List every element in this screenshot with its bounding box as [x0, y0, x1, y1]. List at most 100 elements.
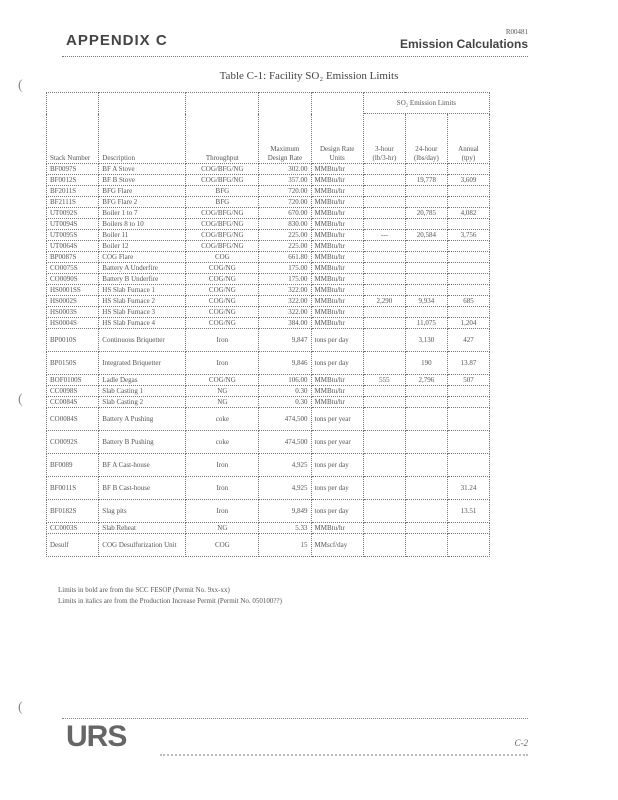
- cell-h3: [362, 273, 406, 285]
- cell-stack: BF0182S: [45, 499, 100, 523]
- cell-h3: 555: [362, 374, 406, 386]
- cell-rate: 384.00: [258, 317, 312, 329]
- cell-rate: 15: [258, 533, 312, 557]
- cell-fuel: Iron: [185, 453, 260, 477]
- cell-annual: 31.24: [446, 476, 491, 500]
- cell-stack: BF2111S: [45, 196, 100, 208]
- cell-h24: [404, 430, 448, 454]
- cell-units: tons per year: [310, 430, 364, 454]
- urs-logo: URS: [66, 720, 127, 753]
- cell-units: tons per day: [310, 453, 364, 477]
- cell-fuel: coke: [185, 407, 260, 431]
- table-row: CO0090S Battery B Underfire COG/NG 175.00 MM…: [45, 273, 491, 285]
- cell-units: tons per year: [310, 407, 364, 431]
- cell-h24: 9,934: [404, 295, 448, 307]
- footer-fine-print: [160, 754, 528, 759]
- cell-desc: BF A Stove: [98, 163, 187, 175]
- cell-fuel: COG/NG: [185, 306, 260, 318]
- cell-h24: 11,075: [404, 317, 448, 329]
- cell-desc: Ladle Degas: [98, 374, 187, 386]
- cell-h24: [404, 251, 448, 263]
- cell-stack: BF0097S: [45, 163, 100, 175]
- cell-units: MMBtu/hr: [310, 374, 364, 386]
- table-row: CO0075S Battery A Underfire COG/NG 175.00 MM…: [45, 262, 491, 274]
- cell-units: MMBtu/hr: [310, 218, 364, 230]
- cell-stack: BP0150S: [45, 351, 100, 375]
- cell-units: tons per day: [310, 499, 364, 523]
- cell-annual: [446, 396, 491, 408]
- cell-h3: [362, 251, 406, 263]
- table-row: BF0089 BF A Cast-house Iron 4,925 tons per d…: [45, 453, 491, 477]
- cell-units: MMBtu/hr: [310, 273, 364, 285]
- cell-h3: [362, 218, 406, 230]
- cell-h24: [404, 185, 448, 197]
- cell-rate: 175.00: [258, 262, 312, 274]
- cell-stack: HS0001SS: [45, 284, 100, 296]
- table-row: BP0087S COG Flare COG 661.80 MMBtu/hr: [45, 251, 491, 263]
- cell-h3: [362, 407, 406, 431]
- cell-fuel: COG/NG: [185, 295, 260, 307]
- cell-annual: [446, 453, 491, 477]
- cell-fuel: COG/NG: [185, 284, 260, 296]
- cell-rate: 357.00: [258, 174, 312, 186]
- cell-annual: [446, 273, 491, 285]
- table-row: UT0095S Boiler 11 COG/BFG/NG 225.00 MMBtu/hr…: [45, 229, 491, 241]
- table-notes: Limits in bold are from the SCC FESOP (P…: [58, 585, 282, 607]
- cell-fuel: Iron: [185, 328, 260, 352]
- cell-desc: Boiler 12: [98, 240, 187, 252]
- page-number: C-2: [514, 738, 529, 748]
- cell-stack: CO0092S: [45, 430, 100, 454]
- scan-mark: (: [18, 78, 23, 93]
- cell-h24: [404, 407, 448, 431]
- cell-annual: [446, 240, 491, 252]
- cell-fuel: COG/BFG/NG: [185, 240, 260, 252]
- cell-annual: 4,082: [446, 207, 491, 219]
- cell-annual: 13.51: [446, 499, 491, 523]
- cell-desc: Slab Casting 2: [98, 396, 187, 408]
- cell-rate: 661.80: [258, 251, 312, 263]
- cell-h24: [404, 240, 448, 252]
- cell-units: MMBtu/hr: [310, 251, 364, 263]
- cell-units: MMBtu/hr: [310, 262, 364, 274]
- cell-fuel: COG/NG: [185, 317, 260, 329]
- cell-h24: [404, 533, 448, 557]
- document-id: R00481: [505, 28, 528, 36]
- cell-fuel: COG/BFG/NG: [185, 163, 260, 175]
- cell-h24: [404, 453, 448, 477]
- cell-units: MMBtu/hr: [310, 240, 364, 252]
- cell-units: MMscf/day: [310, 533, 364, 557]
- cell-rate: 9,846: [258, 351, 312, 375]
- table-row: UT0094S Boilers 8 to 10 COG/BFG/NG 830.00 MM…: [45, 218, 491, 230]
- cell-h3: [362, 328, 406, 352]
- col-3hr: 3-hour (lb/3-hr): [362, 113, 406, 164]
- cell-fuel: NG: [185, 522, 260, 534]
- table-row: UT0064S Boiler 12 COG/BFG/NG 225.00 MMBtu/hr: [45, 240, 491, 252]
- cell-annual: [446, 306, 491, 318]
- cell-fuel: NG: [185, 385, 260, 397]
- cell-h3: [362, 351, 406, 375]
- cell-h3: [362, 385, 406, 397]
- cell-h3: [362, 453, 406, 477]
- cell-h3: [362, 317, 406, 329]
- cell-units: MMBtu/hr: [310, 185, 364, 197]
- cell-desc: HS Slab Furnace 2: [98, 295, 187, 307]
- footer-rule: [62, 718, 528, 719]
- cell-desc: HS Slab Furnace 4: [98, 317, 187, 329]
- cell-desc: Boiler 11: [98, 229, 187, 241]
- cell-annual: [446, 284, 491, 296]
- cell-h3: [362, 396, 406, 408]
- cell-annual: [446, 185, 491, 197]
- cell-rate: 474,500: [258, 407, 312, 431]
- cell-h3: [362, 430, 406, 454]
- cell-annual: [446, 385, 491, 397]
- header-rule: [62, 56, 528, 57]
- cell-h3: [362, 284, 406, 296]
- table-row: HS0004S HS Slab Furnace 4 COG/NG 384.00 MMBt…: [45, 317, 491, 329]
- cell-stack: CC0084S: [45, 396, 100, 408]
- table-row: BOF0100S Ladle Degas COG/NG 106.00 MMBtu/hr 5…: [45, 374, 491, 386]
- cell-rate: 4,925: [258, 476, 312, 500]
- cell-fuel: Iron: [185, 499, 260, 523]
- cell-annual: 685: [446, 295, 491, 307]
- cell-stack: UT0095S: [45, 229, 100, 241]
